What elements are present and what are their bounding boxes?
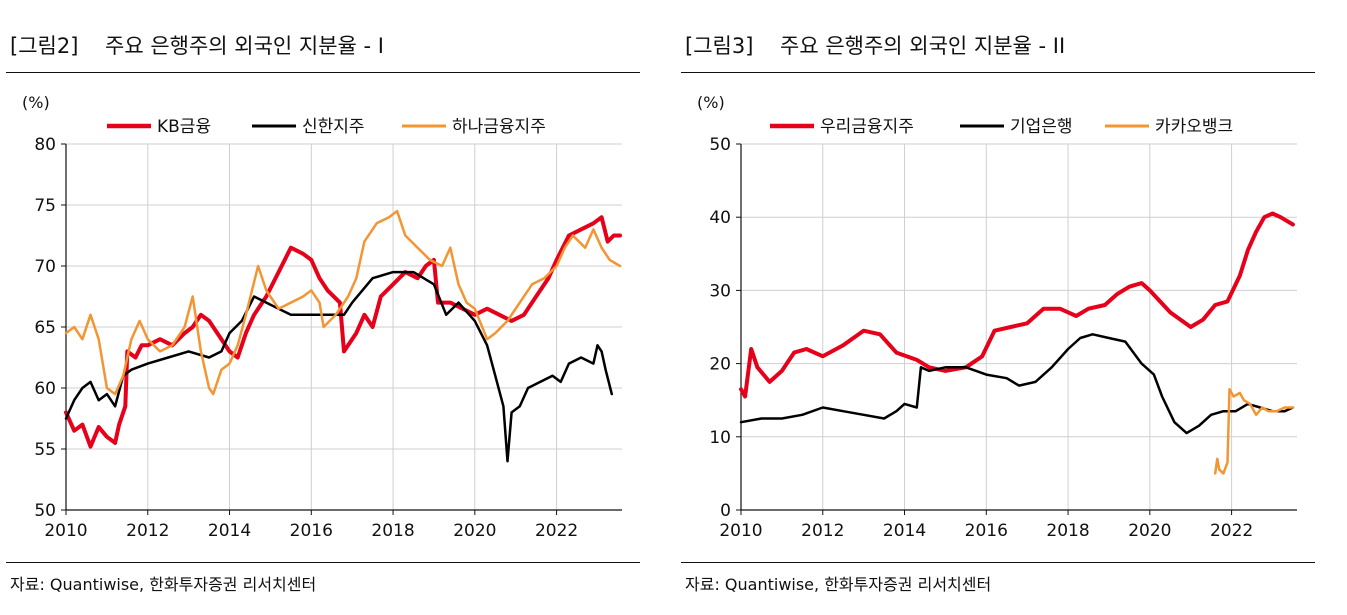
legend-label: 기업은행 [1010, 117, 1073, 137]
series-line [739, 211, 1295, 399]
series-line [64, 215, 622, 449]
x-tick-label: 2020 [453, 521, 496, 541]
legend-label: 카카오뱅크 [1155, 117, 1233, 137]
gridlines [65, 143, 622, 511]
y-tick-label: 40 [709, 208, 731, 228]
y-tick-label: 55 [34, 440, 56, 460]
x-tick-label: 2020 [1128, 521, 1171, 541]
y-tick-label: 80 [34, 135, 56, 155]
figure-number: [그림3] [685, 34, 754, 58]
series-line [739, 333, 1295, 435]
source-rule [681, 562, 1315, 563]
y-tick-label: 0 [720, 501, 731, 521]
y-tick-label: 20 [709, 355, 731, 375]
chart-panel-2: [그림3] 주요 은행주의 외국인 지분율 - II 0 10 20 30 40 50 201… [675, 0, 1340, 615]
y-tick-label: 10 [709, 428, 731, 448]
title-rule [681, 72, 1315, 73]
y-axis-unit: (%) [22, 93, 50, 112]
figure-number: [그림2] [10, 34, 79, 58]
source-note: 자료: Quantiwise, 한화투자증권 리서치센터 [10, 575, 317, 594]
y-tick-label: 60 [34, 379, 56, 399]
chart-panel-1: [그림2] 주요 은행주의 외국인 지분율 - I 50 55 60 65 70 75 80 2… [0, 0, 665, 615]
title-rule [6, 72, 640, 73]
figure-title-text: 주요 은행주의 외국인 지분율 - II [780, 34, 1066, 58]
x-tick-label: 2012 [801, 521, 844, 541]
y-tick-label: 65 [34, 318, 56, 338]
series-line [64, 209, 622, 396]
figure-title: [그림2] 주요 은행주의 외국인 지분율 - I [10, 30, 384, 60]
figure-title: [그림3] 주요 은행주의 외국인 지분율 - II [685, 30, 1065, 60]
legend-label: 우리금융지주 [820, 117, 914, 137]
legend-label: KB금융 [157, 117, 211, 137]
x-tick-label: 2018 [1046, 521, 1089, 541]
source-note: 자료: Quantiwise, 한화투자증권 리서치센터 [685, 575, 992, 594]
legend-label: 신한지주 [302, 117, 365, 137]
x-tick-label: 2012 [126, 521, 169, 541]
x-tick-label: 2018 [371, 521, 414, 541]
figure-title-text: 주요 은행주의 외국인 지분율 - I [105, 34, 384, 58]
x-tick-label: 2010 [44, 521, 87, 541]
line-chart-2: 0 10 20 30 40 50 2010 2012 2014 2016 2018 2020 2022 (… [697, 93, 1297, 541]
series-line [64, 270, 614, 463]
legend-label: 하나금융지주 [452, 117, 546, 137]
y-tick-label: 30 [709, 281, 731, 301]
x-tick-label: 2010 [719, 521, 762, 541]
x-tick-label: 2016 [290, 521, 333, 541]
x-tick-label: 2014 [208, 521, 251, 541]
y-axis-unit: (%) [697, 93, 725, 112]
x-tick-label: 2014 [883, 521, 926, 541]
y-tick-label: 75 [34, 196, 56, 216]
source-rule [6, 562, 640, 563]
y-tick-label: 70 [34, 257, 56, 277]
line-chart-1: 50 55 60 65 70 75 80 2010 2012 2014 2016 2018 2020 20… [22, 93, 622, 541]
x-tick-label: 2022 [535, 521, 578, 541]
x-tick-label: 2022 [1210, 521, 1253, 541]
series-line [1213, 387, 1295, 475]
y-tick-label: 50 [34, 501, 56, 521]
x-tick-label: 2016 [965, 521, 1008, 541]
y-tick-label: 50 [709, 135, 731, 155]
